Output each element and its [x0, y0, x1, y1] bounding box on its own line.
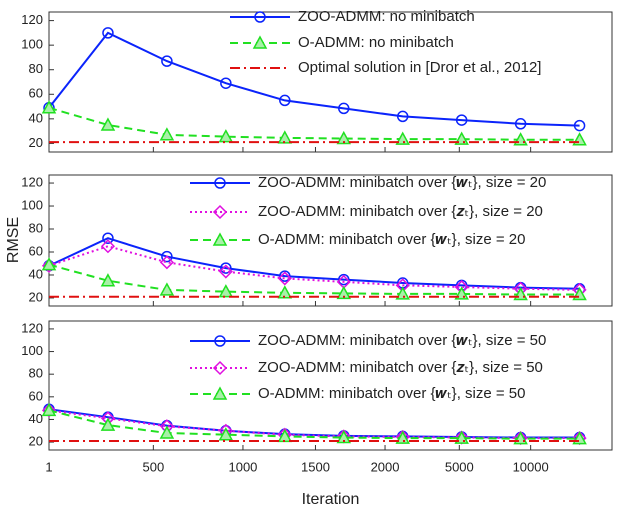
marker — [212, 386, 228, 400]
marker — [161, 55, 173, 67]
marker — [396, 110, 409, 123]
legend-label: O-ADMM: minibatch over {𝒘ₜ}, size = 20 — [258, 231, 525, 248]
marker — [214, 177, 226, 189]
marker — [159, 282, 175, 296]
marker — [455, 114, 468, 126]
series — [43, 27, 586, 132]
y-tick-label: 40 — [29, 110, 43, 125]
marker — [220, 262, 232, 274]
y-tick-label: 60 — [29, 86, 43, 101]
y-tick-label: 60 — [29, 388, 43, 403]
y-tick-label: 20 — [29, 135, 43, 150]
marker — [254, 11, 266, 23]
marker — [218, 264, 233, 279]
legend-label: ZOO-ADMM: minibatch over {𝒛ₜ}, size = 50 — [258, 359, 543, 376]
marker — [338, 273, 350, 286]
marker — [220, 77, 232, 89]
marker — [41, 100, 57, 114]
y-tick-label: 80 — [29, 220, 43, 235]
x-tick-label: 500 — [142, 459, 164, 474]
marker — [214, 335, 226, 347]
x-tick-label: 10000 — [513, 459, 549, 474]
marker — [252, 35, 268, 49]
x-tick-label: 1000 — [228, 459, 257, 474]
marker — [102, 232, 114, 244]
line — [48, 106, 580, 141]
line — [48, 409, 580, 440]
marker — [100, 417, 116, 431]
y-tick-label: 120 — [21, 320, 43, 335]
x-tick-label: 2000 — [371, 459, 400, 474]
legend-label: ZOO-ADMM: minibatch over {𝒘ₜ}, size = 20 — [258, 174, 546, 191]
marker — [218, 427, 234, 441]
legend-label: ZOO-ADMM: minibatch over {𝒛ₜ}, size = 20 — [258, 203, 543, 220]
marker — [159, 127, 175, 141]
line — [48, 409, 580, 440]
y-tick-label: 100 — [21, 37, 43, 52]
line — [48, 245, 580, 291]
marker — [279, 270, 291, 282]
marker — [218, 129, 234, 143]
y-axis-label: RMSE — [5, 217, 22, 263]
marker — [395, 430, 410, 444]
marker — [279, 94, 291, 107]
y-tick-label: 40 — [29, 411, 43, 426]
marker — [336, 130, 352, 145]
plot-area — [48, 320, 613, 451]
legend-label: Optimal solution in [Dror et al., 2012] — [298, 59, 541, 76]
legend-label: O-ADMM: minibatch over {𝒘ₜ}, size = 50 — [258, 385, 525, 402]
marker — [395, 286, 410, 300]
y-tick-label: 100 — [21, 343, 43, 358]
marker — [336, 429, 352, 444]
marker — [41, 402, 57, 417]
marker — [161, 250, 173, 263]
x-tick-label: 1500 — [301, 459, 330, 474]
marker — [395, 131, 410, 145]
marker — [338, 102, 350, 115]
marker — [100, 117, 116, 131]
x-tick-label: 1 — [45, 459, 52, 474]
marker — [100, 273, 116, 287]
marker — [41, 257, 57, 271]
marker — [212, 360, 228, 376]
y-tick-label: 20 — [29, 434, 43, 449]
marker — [212, 204, 228, 220]
marker — [218, 284, 234, 298]
legend-label: O-ADMM: no minibatch — [298, 34, 454, 51]
marker — [41, 258, 57, 273]
x-tick-label: 5000 — [445, 459, 474, 474]
y-tick-label: 40 — [29, 266, 43, 281]
x-axis-label: Iteration — [302, 491, 360, 508]
y-tick-label: 100 — [21, 197, 43, 212]
marker — [573, 119, 586, 132]
y-tick-label: 60 — [29, 243, 43, 258]
marker — [100, 239, 116, 254]
line — [48, 263, 580, 296]
line — [48, 31, 580, 127]
y-tick-label: 80 — [29, 61, 43, 76]
marker — [336, 285, 352, 300]
y-tick-label: 80 — [29, 366, 43, 381]
marker — [277, 271, 292, 286]
legend-label: ZOO-ADMM: no minibatch — [298, 8, 475, 25]
marker — [212, 232, 228, 246]
y-tick-label: 120 — [21, 174, 43, 189]
line — [48, 237, 580, 290]
marker — [514, 118, 527, 130]
legend-label: ZOO-ADMM: minibatch over {𝒘ₜ}, size = 50 — [258, 332, 546, 349]
marker — [159, 425, 175, 439]
marker — [159, 255, 174, 270]
y-tick-label: 120 — [21, 12, 43, 27]
y-tick-label: 20 — [29, 289, 43, 304]
marker — [102, 27, 114, 39]
marker — [41, 403, 57, 418]
